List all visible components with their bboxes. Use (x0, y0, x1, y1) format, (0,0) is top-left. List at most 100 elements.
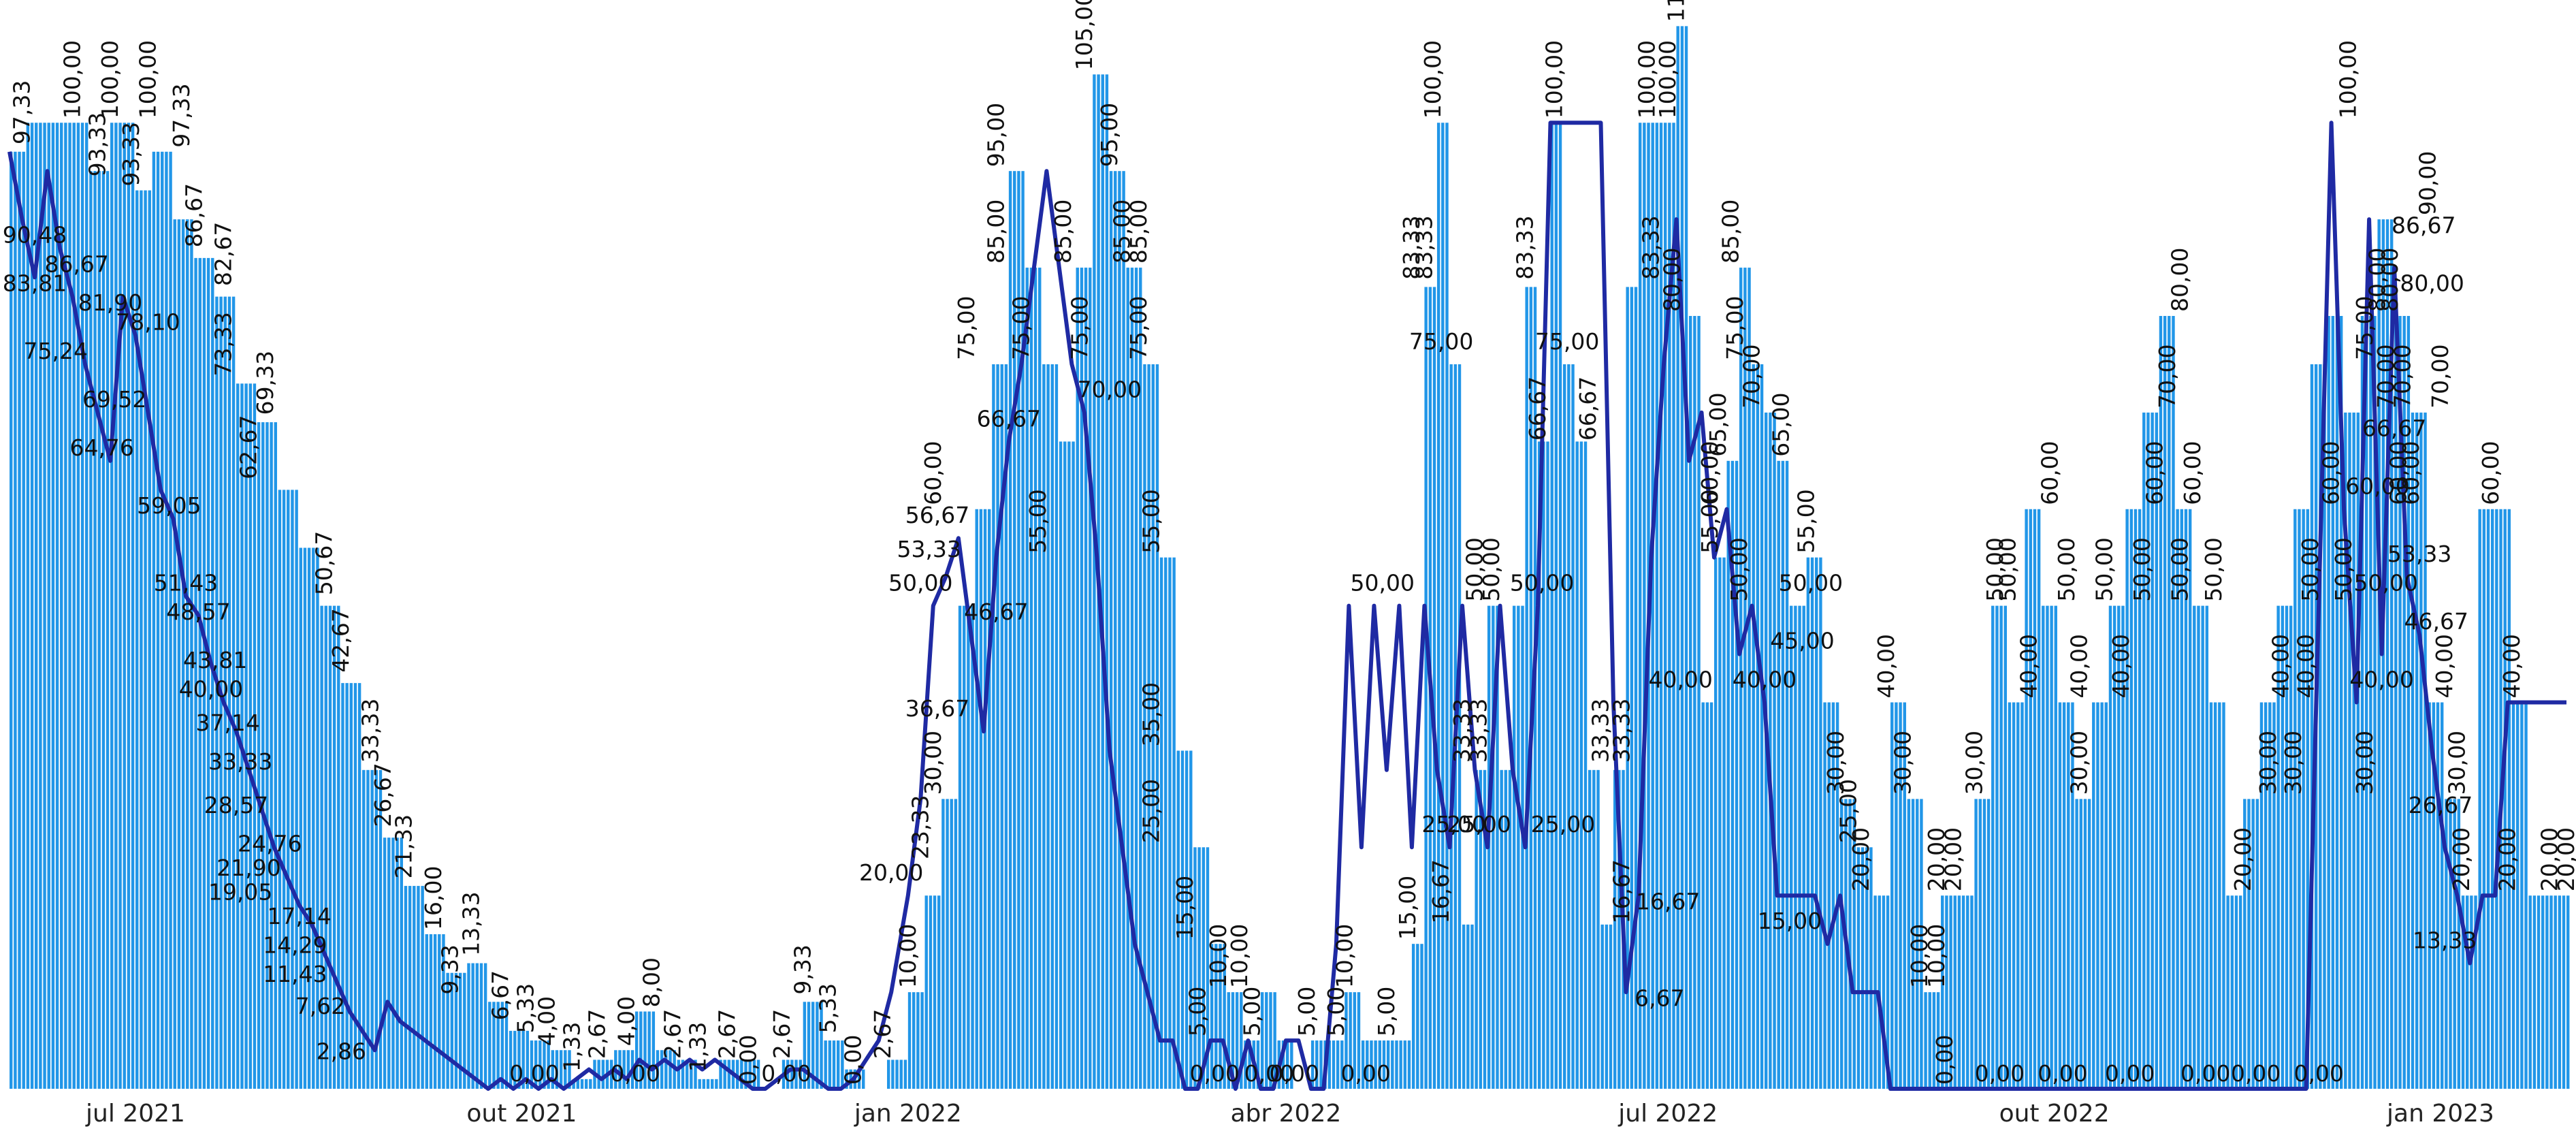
data-label: 2,67 (660, 1009, 686, 1059)
bar (206, 257, 210, 1089)
data-label: 100,00 (97, 40, 123, 118)
bar (1735, 460, 1739, 1089)
bar (1399, 1040, 1402, 1089)
bar (2226, 895, 2229, 1089)
bar (2016, 702, 2020, 1089)
bar (1260, 992, 1264, 1089)
data-label: 53,33 (897, 536, 961, 562)
bar (353, 683, 357, 1089)
bar (1638, 123, 1642, 1089)
data-label: 15,00 (1758, 908, 1822, 934)
bar (1827, 702, 1831, 1089)
bar (2558, 895, 2562, 1089)
bar (584, 1079, 588, 1089)
bar (479, 963, 483, 1089)
bar (1949, 895, 1952, 1089)
bar (530, 1040, 534, 1089)
bar (2415, 412, 2419, 1089)
bar (467, 963, 470, 1089)
bar (2541, 895, 2545, 1089)
bar (2335, 316, 2339, 1089)
bar (240, 383, 244, 1089)
bar (2537, 895, 2541, 1089)
bar (1630, 287, 1634, 1089)
data-label: 50,00 (1726, 537, 1752, 601)
bar (30, 123, 34, 1089)
data-label: 33,33 (1588, 699, 1614, 763)
data-label: 69,52 (82, 386, 146, 413)
bar (1848, 799, 1852, 1089)
bar (2289, 605, 2293, 1089)
bar (576, 1079, 580, 1089)
data-label: 0,00 (2105, 1060, 2155, 1087)
bar (496, 1002, 500, 1089)
bar (1004, 364, 1008, 1089)
bar (740, 1060, 743, 1089)
bar (2238, 895, 2242, 1089)
bar (2385, 219, 2389, 1089)
bar (1327, 1040, 1332, 1089)
data-label: 70,00 (2427, 344, 2453, 408)
bar (820, 1002, 823, 1089)
bar (1831, 702, 1835, 1089)
bar (2037, 509, 2041, 1089)
data-label: 40,00 (1648, 666, 1712, 692)
bar (1542, 441, 1545, 1089)
bar (685, 1060, 689, 1089)
data-label: 40,00 (2016, 634, 2042, 698)
bar (2360, 316, 2364, 1089)
bar (396, 838, 399, 1089)
bar (1281, 1040, 1285, 1089)
data-label: 21,90 (216, 855, 280, 881)
bar (2474, 895, 2477, 1089)
bar (954, 799, 958, 1089)
bar (857, 1069, 861, 1089)
bar (929, 895, 933, 1089)
data-label: 86,67 (180, 183, 207, 247)
bar (1748, 268, 1751, 1089)
data-label: 9,33 (790, 944, 816, 994)
data-label: 33,33 (357, 699, 383, 763)
data-label: 25,00 (1421, 811, 1485, 838)
bar (899, 1060, 903, 1089)
data-label: 60,00 (2036, 441, 2063, 505)
bar (681, 1060, 685, 1089)
bar (22, 151, 25, 1089)
bar (341, 683, 344, 1089)
bar (1180, 750, 1185, 1089)
bar (1802, 605, 1805, 1089)
bar (2503, 509, 2507, 1089)
data-label: 80,00 (2377, 248, 2403, 312)
bar (248, 383, 252, 1089)
bar (1227, 992, 1230, 1089)
data-label: 28,57 (204, 792, 268, 818)
data-label: 66,67 (977, 405, 1041, 432)
bar (597, 1060, 600, 1089)
data-label: 0,00 (509, 1060, 559, 1087)
bar (123, 123, 126, 1089)
bar (1861, 847, 1865, 1089)
bar (555, 1050, 559, 1089)
bar (526, 1030, 530, 1089)
bar (1537, 441, 1541, 1089)
bar (1319, 1040, 1323, 1089)
x-tick-label: jul 2021 (85, 1100, 185, 1128)
bar (2352, 412, 2355, 1089)
bar (450, 972, 454, 1089)
bar (429, 934, 433, 1089)
bar (500, 1002, 504, 1089)
bar (231, 296, 236, 1089)
data-label: 0,00 (840, 1035, 867, 1085)
data-label: 43,81 (183, 647, 247, 673)
bar (2222, 702, 2225, 1089)
data-label: 100,00 (59, 40, 86, 118)
bar (2490, 509, 2494, 1089)
bar (2025, 509, 2028, 1089)
bar (1781, 460, 1785, 1089)
data-label: 93,33 (84, 112, 111, 176)
bar (1986, 799, 1991, 1089)
bar (2424, 412, 2427, 1089)
bar (1588, 769, 1592, 1089)
bar (710, 1079, 714, 1089)
bar (374, 769, 378, 1089)
